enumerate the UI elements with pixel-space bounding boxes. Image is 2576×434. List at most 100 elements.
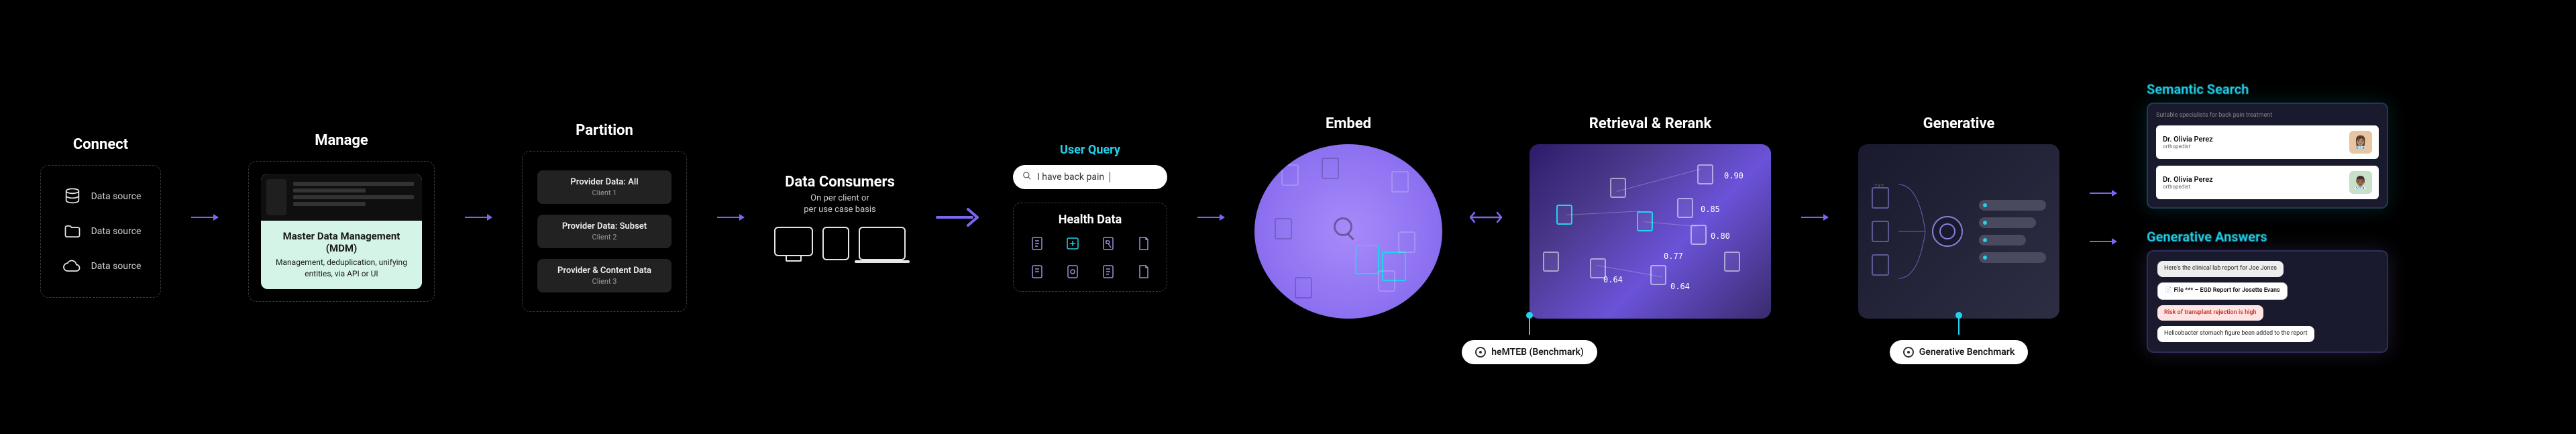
chat-message-citation: 📄 File *** – EGD Report for Josette Evan… [2157, 282, 2288, 300]
score-label: 0.80 [1711, 231, 1730, 241]
stage-manage: Manage Master Data Management (MDM) Mana… [248, 132, 435, 302]
semantic-heading: Suitable specialists for back pain treat… [2156, 112, 2379, 119]
medical-icon [1063, 233, 1083, 254]
output-bar [1979, 235, 2026, 246]
document-icon [1098, 262, 1118, 282]
arrow-icon [188, 217, 221, 218]
search-pill[interactable]: I have back pain [1013, 165, 1167, 189]
semantic-search-title: Semantic Search [2147, 81, 2388, 97]
benchmark-pill: heMTEB (Benchmark) [1462, 340, 1597, 364]
data-source-label: Data source [91, 226, 142, 237]
outputs-column: Semantic Search Suitable specialists for… [2147, 81, 2388, 353]
consumer-device-icons [774, 227, 906, 260]
user-query-label: User Query [1060, 143, 1120, 157]
stage-generative: Generative TXT [1858, 115, 2059, 319]
mdm-card: Master Data Management (MDM) Management,… [261, 174, 422, 289]
arrow-icon [2086, 193, 2120, 194]
arrow-icon [714, 217, 747, 218]
result-sub: orthopedist [2163, 184, 2343, 190]
mdm-ui-mock [261, 174, 422, 221]
partition-item-client: Client 1 [547, 188, 662, 197]
document-icon [1872, 221, 1889, 242]
chat-card: Here's the clinical lab report for Joe J… [2147, 250, 2388, 353]
benchmark-hemteb-row: heMTEB (Benchmark) [1275, 340, 1784, 364]
partition-item-title: Provider & Content Data [547, 266, 662, 276]
partition-title: Partition [576, 122, 633, 139]
data-source-label: Data source [91, 191, 142, 202]
benchmark-pill: Generative Benchmark [1890, 340, 2029, 364]
benchmark-icon [1903, 347, 1914, 358]
semantic-results-card: Suitable specialists for back pain treat… [2147, 103, 2388, 209]
stage-retrieval: Retrieval & Rerank 0.90 [1529, 115, 1771, 319]
arrow-icon [1798, 217, 1831, 218]
lab-icon [1063, 262, 1083, 282]
health-data-box: Health Data [1013, 203, 1167, 292]
embed-visual [1254, 144, 1442, 319]
mdm-subtitle: Management, deduplication, unifying enti… [270, 257, 413, 280]
score-label: 0.64 [1670, 282, 1690, 291]
document-icon [1027, 233, 1047, 254]
result-sub: orthopedist [2163, 144, 2343, 150]
score-label: 0.77 [1664, 252, 1683, 261]
partition-panel: Provider Data: All Client 1 Provider Dat… [522, 151, 687, 312]
connector-lines [1892, 171, 1932, 292]
search-icon [1022, 171, 1032, 183]
model-stages: Embed Retrieval & Rerank [1254, 115, 2059, 319]
arrow-icon [462, 217, 495, 218]
embed-title: Embed [1326, 115, 1371, 132]
partition-item: Provider Data: Subset Client 2 [537, 215, 672, 248]
health-data-title: Health Data [1023, 213, 1157, 227]
bidirectional-arrow-icon [1469, 207, 1503, 227]
chat-message-user: Here's the clinical lab report for Joe J… [2157, 261, 2284, 277]
page-icon [1134, 233, 1154, 254]
partition-item: Provider Data: All Client 1 [537, 170, 672, 204]
data-source-label: Data source [91, 261, 142, 272]
stage-consumers: Data Consumers On per client or per use … [774, 174, 906, 260]
output-bar [1979, 217, 2036, 228]
search-result-row[interactable]: Dr. Olivia Perez orthopedist 👩🏽‍⚕️ [2156, 125, 2379, 159]
chat-message-assistant: Helicobacter stomach figure been added t… [2157, 326, 2314, 342]
database-icon [60, 184, 85, 209]
benchmark-label: heMTEB (Benchmark) [1491, 347, 1584, 358]
note-icon [1027, 262, 1047, 282]
consumers-subtitle: On per client or per use case basis [804, 193, 875, 216]
rx-icon [1098, 233, 1118, 254]
score-label: 0.64 [1603, 275, 1623, 284]
document-icon: TXT [1872, 187, 1889, 209]
laptop-icon [859, 227, 906, 260]
semantic-search-output: Semantic Search Suitable specialists for… [2147, 81, 2388, 209]
folder-icon [60, 219, 85, 243]
benchmark-icon [1475, 347, 1486, 358]
pipeline-diagram: Connect Data source Data source Data sou… [0, 0, 2576, 434]
stage-connect: Connect Data source Data source Data sou… [40, 136, 161, 298]
output-bar [1979, 252, 2046, 263]
stage-embed: Embed [1254, 115, 1442, 319]
manage-title: Manage [315, 132, 368, 149]
retrieval-visual: 0.90 0.85 0.80 0.77 0.64 0.64 [1529, 144, 1771, 319]
avatar-icon: 👩🏽‍⚕️ [2349, 131, 2372, 154]
manage-panel: Master Data Management (MDM) Management,… [248, 161, 435, 302]
avatar-icon: 👨🏾‍⚕️ [2349, 171, 2372, 194]
generative-title: Generative [1923, 115, 1995, 132]
output-arrows [2086, 193, 2120, 242]
arrow-icon [2086, 241, 2120, 242]
data-source-row: Data source [60, 254, 142, 278]
partition-item-client: Client 2 [547, 233, 662, 241]
connect-title: Connect [73, 136, 128, 153]
arrow-icon [932, 204, 986, 231]
score-label: 0.90 [1724, 171, 1743, 180]
document-icon [1872, 254, 1889, 276]
stage-partition: Partition Provider Data: All Client 1 Pr… [522, 122, 687, 312]
score-label: 0.85 [1701, 205, 1720, 214]
arrow-icon [1194, 217, 1228, 218]
result-name: Dr. Olivia Perez [2163, 135, 2343, 144]
generative-visual: TXT [1858, 144, 2059, 319]
partition-item-client: Client 3 [547, 277, 662, 286]
search-result-row[interactable]: Dr. Olivia Perez orthopedist 👨🏾‍⚕️ [2156, 166, 2379, 199]
retrieval-title: Retrieval & Rerank [1589, 115, 1712, 132]
partition-item: Provider & Content Data Client 3 [537, 259, 672, 292]
magnify-icon [1334, 217, 1352, 236]
partition-item-title: Provider Data: All [547, 177, 662, 187]
desktop-icon [774, 227, 813, 256]
health-data-icons [1023, 233, 1157, 282]
